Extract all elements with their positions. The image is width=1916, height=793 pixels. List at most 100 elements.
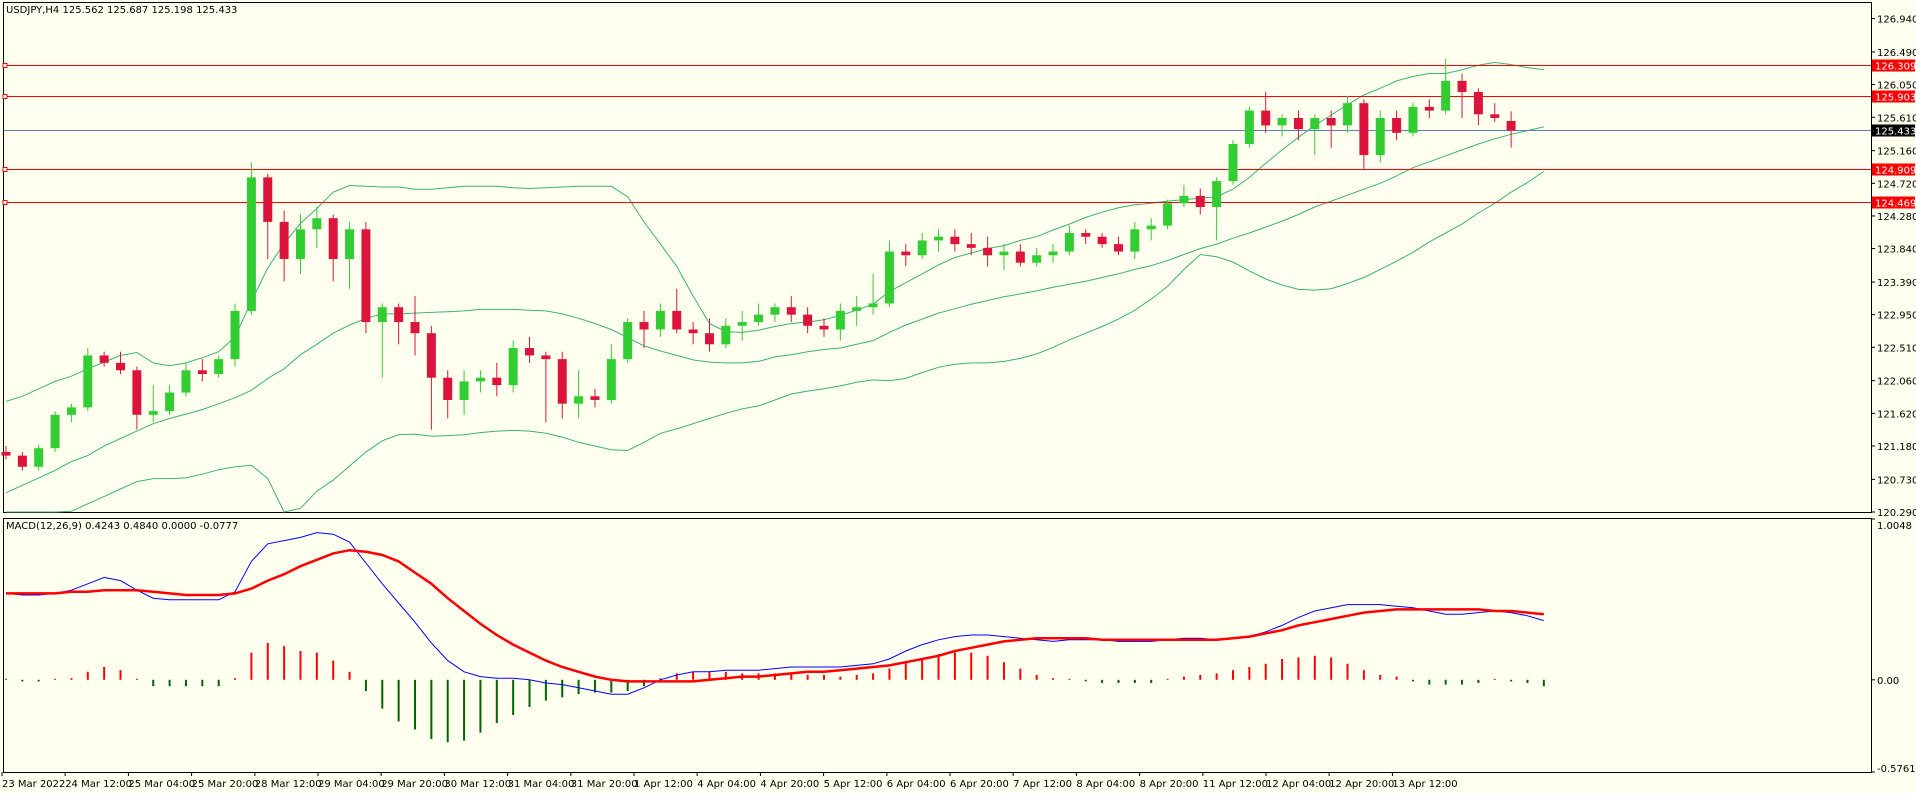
macd-pane-frame[interactable] bbox=[3, 518, 1872, 773]
bull-candle[interactable] bbox=[475, 377, 485, 382]
bear-candle[interactable] bbox=[1457, 80, 1467, 93]
bear-candle[interactable] bbox=[116, 362, 126, 371]
bear-candle[interactable] bbox=[426, 333, 436, 378]
bull-candle[interactable] bbox=[345, 229, 355, 259]
level-handle[interactable] bbox=[2, 94, 8, 99]
bear-candle[interactable] bbox=[983, 247, 993, 256]
bear-candle[interactable] bbox=[786, 307, 796, 315]
level-handle[interactable] bbox=[2, 200, 8, 205]
bear-candle[interactable] bbox=[1293, 118, 1303, 130]
bull-candle[interactable] bbox=[1179, 195, 1189, 204]
bull-candle[interactable] bbox=[83, 355, 93, 408]
bear-candle[interactable] bbox=[1, 451, 11, 456]
bear-candle[interactable] bbox=[394, 307, 404, 323]
bull-candle[interactable] bbox=[655, 310, 665, 330]
bear-candle[interactable] bbox=[1506, 120, 1516, 131]
bull-candle[interactable] bbox=[1277, 118, 1287, 126]
bear-candle[interactable] bbox=[950, 236, 960, 245]
bull-candle[interactable] bbox=[852, 307, 862, 311]
bear-candle[interactable] bbox=[1261, 110, 1271, 126]
bull-candle[interactable] bbox=[50, 414, 60, 449]
bear-candle[interactable] bbox=[1097, 236, 1107, 245]
bull-candle[interactable] bbox=[606, 359, 616, 400]
bear-candle[interactable] bbox=[1473, 92, 1483, 115]
bear-candle[interactable] bbox=[328, 218, 338, 259]
bear-candle[interactable] bbox=[1113, 244, 1123, 252]
bear-candle[interactable] bbox=[279, 221, 289, 259]
bear-candle[interactable] bbox=[704, 333, 714, 345]
bull-candle[interactable] bbox=[1032, 255, 1042, 263]
bear-candle[interactable] bbox=[1081, 233, 1091, 237]
bear-candle[interactable] bbox=[1359, 103, 1369, 156]
bull-candle[interactable] bbox=[884, 251, 894, 304]
bear-candle[interactable] bbox=[410, 322, 420, 334]
bull-candle[interactable] bbox=[377, 307, 387, 323]
bull-candle[interactable] bbox=[868, 303, 878, 308]
bull-candle[interactable] bbox=[312, 218, 322, 230]
bull-candle[interactable] bbox=[754, 314, 764, 323]
bear-candle[interactable] bbox=[1392, 118, 1402, 133]
level-handle[interactable] bbox=[2, 167, 8, 172]
bear-candle[interactable] bbox=[443, 377, 453, 400]
level-handle[interactable] bbox=[2, 63, 8, 68]
bull-candle[interactable] bbox=[1408, 106, 1418, 133]
bull-candle[interactable] bbox=[1130, 229, 1140, 252]
bull-candle[interactable] bbox=[1064, 233, 1074, 252]
bear-candle[interactable] bbox=[361, 229, 371, 323]
bull-candle[interactable] bbox=[230, 310, 240, 360]
bear-candle[interactable] bbox=[590, 396, 600, 400]
bull-candle[interactable] bbox=[574, 396, 584, 404]
bull-candle[interactable] bbox=[721, 325, 731, 345]
bull-candle[interactable] bbox=[934, 236, 944, 241]
bear-candle[interactable] bbox=[263, 177, 273, 222]
bull-candle[interactable] bbox=[1343, 103, 1353, 126]
bear-candle[interactable] bbox=[541, 355, 551, 360]
price-pane-frame[interactable] bbox=[3, 2, 1872, 513]
bear-candle[interactable] bbox=[1015, 251, 1025, 263]
bull-candle[interactable] bbox=[1163, 203, 1173, 226]
bear-candle[interactable] bbox=[639, 322, 649, 330]
bull-candle[interactable] bbox=[1375, 118, 1385, 156]
bull-candle[interactable] bbox=[508, 348, 518, 386]
bull-candle[interactable] bbox=[917, 240, 927, 256]
bear-candle[interactable] bbox=[197, 370, 207, 374]
bear-candle[interactable] bbox=[672, 310, 682, 330]
bear-candle[interactable] bbox=[1424, 106, 1434, 111]
bear-candle[interactable] bbox=[557, 359, 567, 404]
bear-candle[interactable] bbox=[17, 455, 27, 467]
bull-candle[interactable] bbox=[165, 392, 175, 412]
bull-candle[interactable] bbox=[246, 177, 256, 311]
bull-candle[interactable] bbox=[1441, 80, 1451, 111]
bull-candle[interactable] bbox=[1146, 225, 1156, 230]
bull-candle[interactable] bbox=[295, 229, 305, 259]
bear-candle[interactable] bbox=[688, 329, 698, 334]
bull-candle[interactable] bbox=[34, 448, 44, 467]
bear-candle[interactable] bbox=[819, 325, 829, 330]
bull-candle[interactable] bbox=[1212, 181, 1222, 208]
bull-candle[interactable] bbox=[623, 322, 633, 360]
bear-candle[interactable] bbox=[1326, 118, 1336, 126]
bear-candle[interactable] bbox=[132, 370, 142, 415]
bull-candle[interactable] bbox=[148, 411, 158, 415]
bull-candle[interactable] bbox=[1228, 143, 1238, 182]
bear-candle[interactable] bbox=[492, 377, 502, 386]
bull-candle[interactable] bbox=[1244, 110, 1254, 144]
bull-candle[interactable] bbox=[770, 307, 780, 315]
bull-candle[interactable] bbox=[737, 322, 747, 326]
bull-candle[interactable] bbox=[1048, 251, 1058, 256]
bull-candle[interactable] bbox=[999, 251, 1009, 256]
bear-candle[interactable] bbox=[1195, 195, 1205, 208]
bull-candle[interactable] bbox=[214, 359, 224, 374]
bear-candle[interactable] bbox=[901, 251, 911, 256]
bear-candle[interactable] bbox=[803, 314, 813, 326]
bull-candle[interactable] bbox=[459, 381, 469, 400]
bear-candle[interactable] bbox=[99, 355, 109, 363]
bull-candle[interactable] bbox=[66, 407, 76, 415]
bull-candle[interactable] bbox=[835, 310, 845, 330]
bear-candle[interactable] bbox=[1490, 114, 1500, 119]
bear-candle[interactable] bbox=[525, 348, 535, 356]
bull-candle[interactable] bbox=[181, 370, 191, 393]
bull-candle[interactable] bbox=[1310, 118, 1320, 130]
